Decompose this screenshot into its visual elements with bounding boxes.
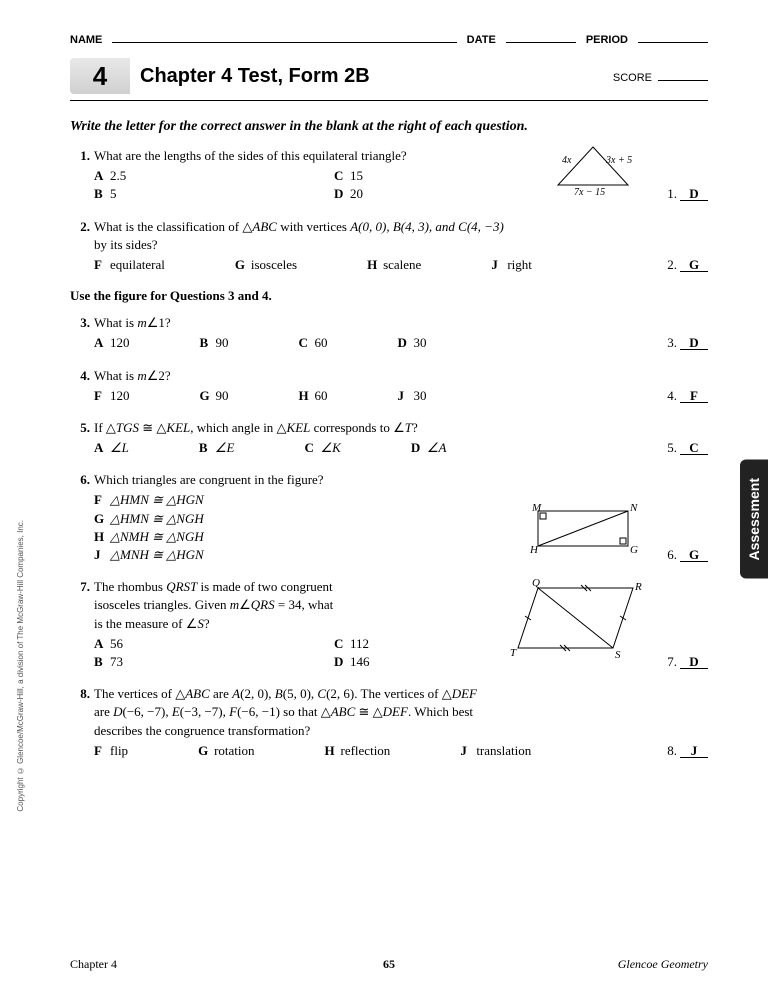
q1-D: 20 [350,186,363,201]
use-figure-note: Use the figure for Questions 3 and 4. [70,288,708,304]
name-label: NAME [70,34,102,46]
question-6: 6. Which triangles are congruent in the … [70,471,708,564]
q1-ans-num: 1. [667,185,677,203]
q3-answer[interactable]: D [680,334,708,350]
q6-rectangle-icon: M N H G [528,501,638,556]
svg-text:M: M [531,502,542,514]
q6-answer[interactable]: G [680,546,708,562]
worksheet-page: NAME DATE PERIOD 4 Chapter 4 Test, Form … [0,0,768,994]
q4-text: What is m∠2? [94,368,171,383]
score-label: SCORE [613,72,652,84]
q1-A: 2.5 [110,168,126,183]
q1-B: 5 [110,186,117,201]
date-blank[interactable] [506,30,576,43]
question-5: 5. If △TGS ≅ △KEL, which angle in △KEL c… [70,419,708,457]
q2-F: equilateral [110,257,165,272]
q6-text: Which triangles are congruent in the fig… [94,472,324,487]
question-3: 3. What is m∠1? A120 B90 C60 D30 3.D [70,314,708,352]
date-label: DATE [467,34,496,46]
q2-G: isosceles [251,257,297,272]
question-4: 4. What is m∠2? F120 G90 H60 J30 4.F [70,367,708,405]
q7-rhombus-icon: Q R S T [508,578,648,660]
q4-answer[interactable]: F [680,387,708,403]
q2-text: What is the classification of △ABC with … [94,219,504,252]
question-2: 2. What is the classification of △ABC wi… [70,218,708,275]
period-blank[interactable] [638,30,708,43]
title-bar: 4 Chapter 4 Test, Form 2B SCORE [70,58,708,94]
q8-answer[interactable]: J [680,742,708,758]
svg-text:R: R [634,581,642,593]
svg-text:4x: 4x [562,155,572,166]
q2-number: 2. [70,218,94,275]
q1-triangle-icon: 4x 3x + 5 7x − 15 [548,143,638,193]
svg-text:Q: Q [532,577,540,589]
q2-H: scalene [383,257,421,272]
question-1: 1. What are the lengths of the sides of … [70,147,708,204]
score-blank[interactable] [658,68,708,81]
svg-text:3x + 5: 3x + 5 [605,155,632,166]
period-label: PERIOD [586,34,628,46]
q1-C: 15 [350,168,363,183]
question-8: 8. The vertices of △ABC are A(2, 0), B(5… [70,685,708,760]
chapter-number: 4 [70,58,130,94]
svg-text:G: G [630,544,638,556]
score-field: SCORE [613,68,708,84]
name-blank[interactable] [112,30,456,43]
footer-left: Chapter 4 [70,957,283,972]
assessment-tab: Assessment [740,460,768,579]
svg-text:H: H [529,544,539,556]
q7-answer[interactable]: D [680,653,708,669]
copyright-text: Copyright © Glencoe/McGraw-Hill, a divis… [16,520,25,812]
instructions: Write the letter for the correct answer … [70,119,708,135]
page-title: Chapter 4 Test, Form 2B [140,65,613,88]
svg-text:7x − 15: 7x − 15 [574,187,605,198]
q5-text: If △TGS ≅ △KEL, which angle in △KEL corr… [94,420,418,435]
footer: Chapter 4 65 Glencoe Geometry [70,957,708,972]
q3-text: What is m∠1? [94,315,171,330]
q5-answer[interactable]: C [680,439,708,455]
footer-right: Glencoe Geometry [495,957,708,972]
question-7: 7. The rhombus QRST is made of two congr… [70,578,708,671]
q2-answer[interactable]: G [680,256,708,272]
q1-text: What are the lengths of the sides of thi… [94,148,407,163]
q7-text: The rhombus QRST is made of two congruen… [94,579,333,630]
q2-J: right [507,257,532,272]
title-underline [70,100,708,101]
svg-text:T: T [510,647,517,659]
svg-text:N: N [629,502,638,514]
q8-text: The vertices of △ABC are A(2, 0), B(5, 0… [94,686,477,737]
svg-text:S: S [615,649,621,661]
header-fields: NAME DATE PERIOD [70,30,708,46]
q1-number: 1. [70,147,94,204]
q1-answer[interactable]: D [680,185,708,201]
footer-page: 65 [283,957,496,972]
